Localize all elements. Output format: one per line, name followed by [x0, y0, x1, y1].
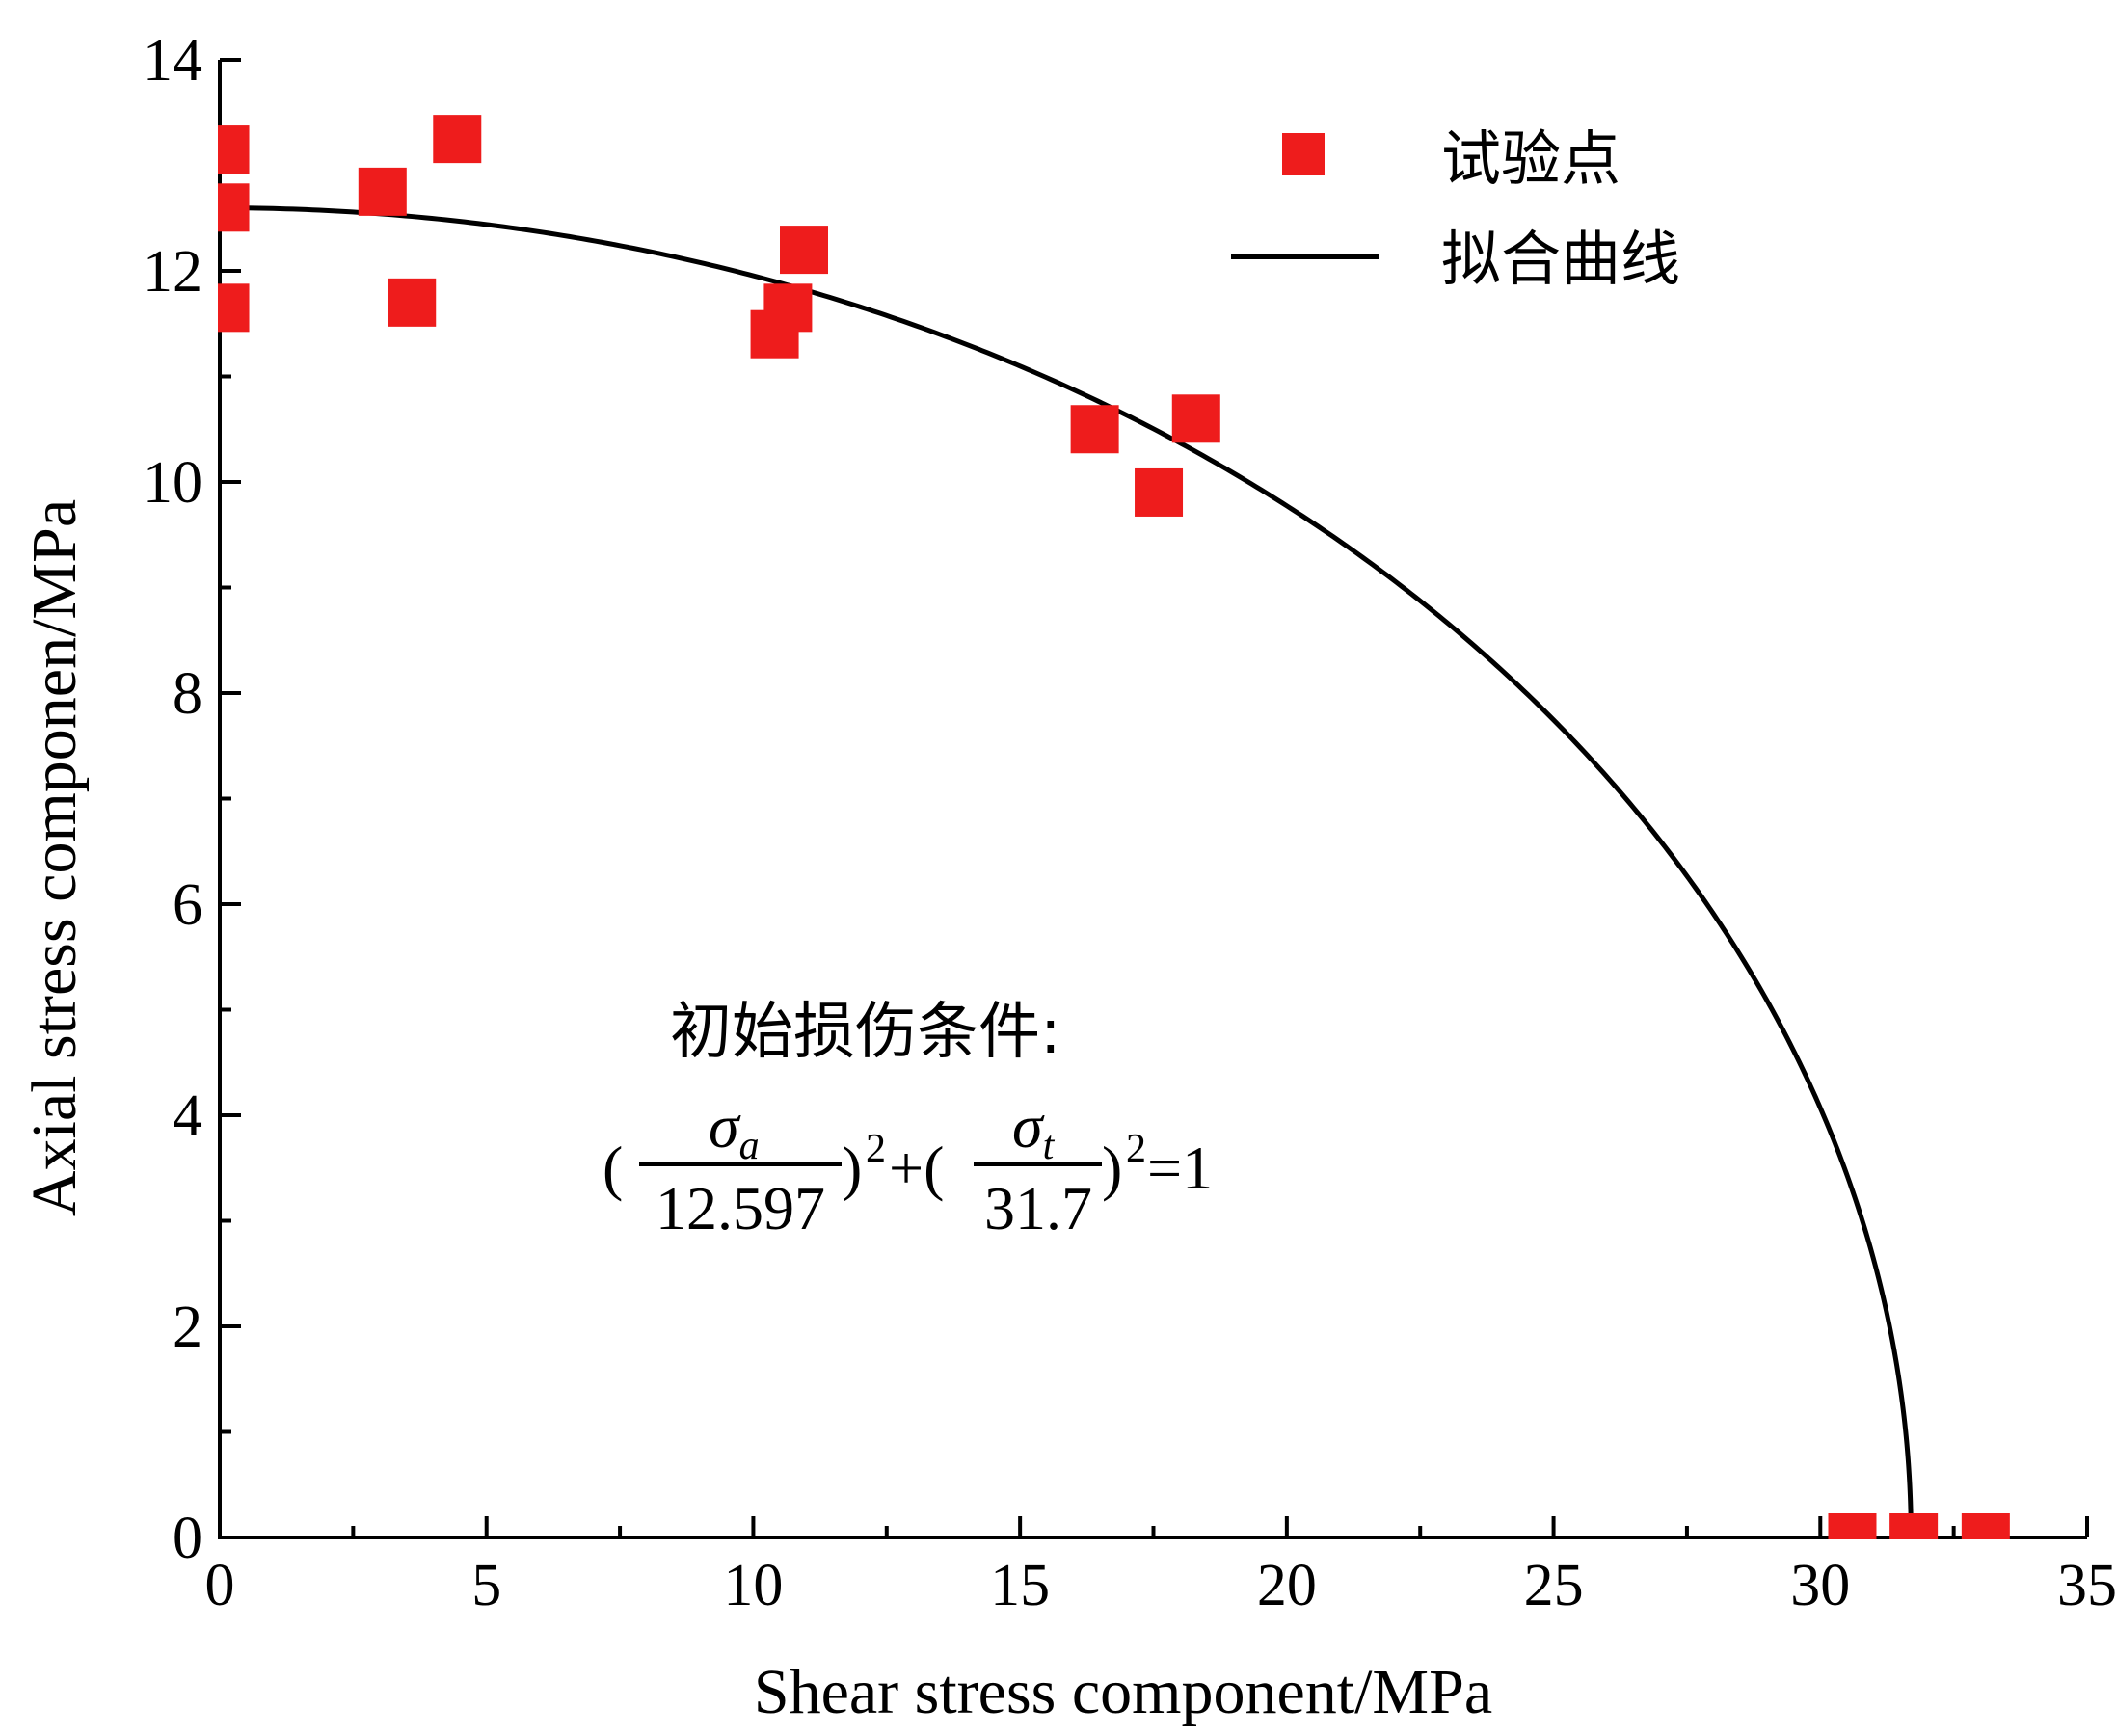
data-point: [1171, 394, 1220, 443]
y-tick-label: 10: [143, 450, 202, 516]
formula-open-paren-1: (: [603, 1134, 623, 1202]
fit-curve: [219, 205, 1914, 1538]
legend-label-points: 试验点: [1441, 123, 1620, 194]
formula-denominator-2: 31.7: [984, 1174, 1092, 1242]
x-tick-label: 20: [1257, 1553, 1317, 1618]
data-point: [218, 125, 250, 174]
formula-exponent-1: 2: [866, 1127, 886, 1171]
legend-marker-square: [1282, 133, 1325, 175]
data-point: [433, 115, 482, 164]
data-point: [1828, 1513, 1877, 1539]
formula-numerator-1: σa: [709, 1092, 760, 1168]
data-point: [1889, 1513, 1939, 1539]
legend-label-curve: 拟合曲线: [1441, 224, 1680, 294]
data-point: [388, 278, 437, 327]
annotation: 初始损伤条件: ( σa 12.597 ) 2 +( σt 31.7 ) 2 =…: [603, 997, 1213, 1242]
data-point: [218, 283, 250, 333]
scatter-points-layer: [218, 115, 2010, 1539]
y-axis-title: Axial stress componen/MPa: [19, 499, 90, 1216]
legend: 试验点 拟合曲线: [1231, 123, 1680, 294]
y-tick-label: 12: [143, 239, 202, 305]
formula-sub-a: a: [739, 1124, 760, 1168]
x-axis-title: Shear stress component/MPa: [754, 1657, 1492, 1727]
x-tick-label: 0: [205, 1553, 235, 1618]
y-tick-label: 6: [173, 872, 202, 938]
x-tick-label: 30: [1790, 1553, 1850, 1618]
data-point: [218, 183, 250, 232]
data-point: [1135, 467, 1184, 517]
axes: 0 5 10 15 20 25 30 35 0 2 4 6 8 10 12 14: [143, 28, 2116, 1618]
fit-curve-layer: [219, 205, 1914, 1538]
y-tick-label: 8: [173, 661, 202, 727]
annotation-title: 初始损伤条件:: [670, 997, 1061, 1068]
formula-denominator-1: 12.597: [656, 1174, 825, 1242]
formula-plus-open-paren: +(: [889, 1134, 944, 1202]
x-tick-label: 25: [1524, 1553, 1584, 1618]
data-point: [1070, 405, 1119, 454]
y-tick-label: 14: [143, 28, 202, 93]
y-tick-label: 2: [173, 1295, 202, 1360]
data-point: [1961, 1513, 2010, 1539]
formula-sigma-2: σ: [1012, 1092, 1045, 1161]
formula-numerator-2: σt: [1012, 1092, 1056, 1168]
formula-sigma-1: σ: [709, 1092, 741, 1161]
data-point: [358, 167, 407, 216]
formula-close-paren-1: ): [842, 1134, 862, 1202]
formula-sub-t: t: [1043, 1124, 1056, 1168]
x-tick-label: 10: [723, 1553, 783, 1618]
x-tick-label: 5: [471, 1553, 501, 1618]
formula-equals-one: =1: [1147, 1134, 1213, 1202]
formula-close-paren-2: ): [1102, 1134, 1122, 1202]
y-tick-label: 4: [173, 1083, 202, 1149]
x-tick-label: 35: [2057, 1553, 2116, 1618]
x-tick-label: 15: [990, 1553, 1050, 1618]
y-tick-label: 0: [173, 1506, 202, 1571]
data-point: [780, 226, 829, 275]
data-point: [763, 283, 813, 333]
formula: ( σa 12.597 ) 2 +( σt 31.7 ) 2 =1: [603, 1092, 1213, 1242]
formula-exponent-2: 2: [1126, 1127, 1146, 1171]
